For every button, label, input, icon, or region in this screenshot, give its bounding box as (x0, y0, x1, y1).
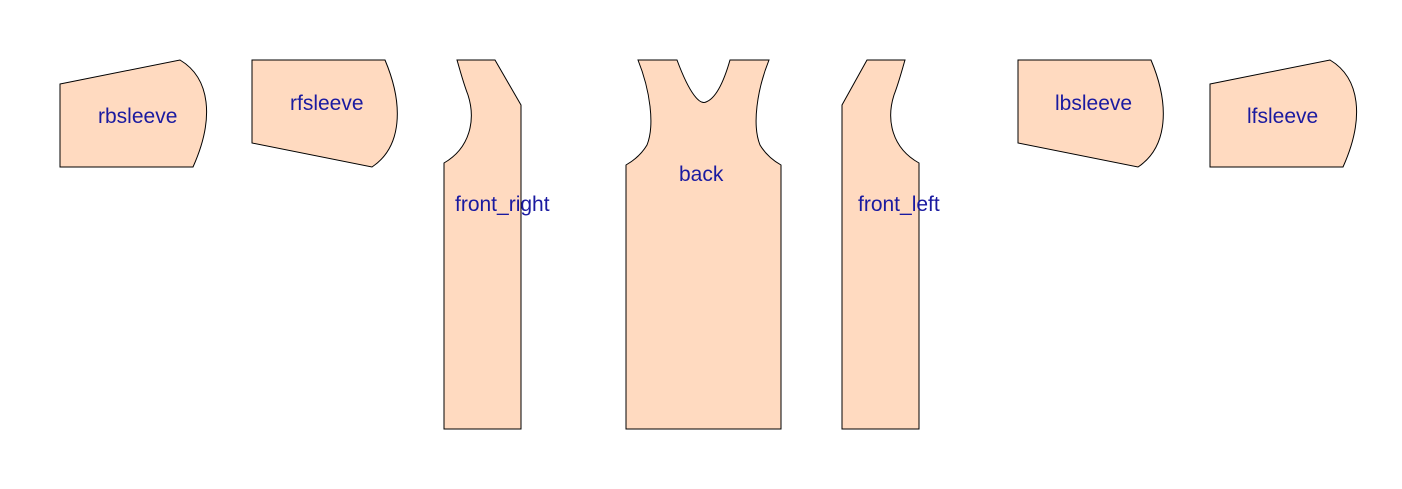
piece-lfsleeve: lfsleeve (1209, 59, 1358, 168)
piece-back-shape (625, 59, 782, 430)
piece-rbsleeve-shape (59, 59, 208, 168)
piece-lfsleeve-shape (1209, 59, 1358, 168)
piece-front-left: front_left (841, 59, 940, 430)
piece-rfsleeve-shape (251, 59, 398, 168)
piece-lbsleeve-shape (1017, 59, 1164, 168)
piece-back-label: back (679, 163, 724, 186)
piece-lbsleeve: lbsleeve (1017, 59, 1164, 168)
piece-lfsleeve-label: lfsleeve (1247, 105, 1318, 128)
piece-rbsleeve: rbsleeve (59, 59, 208, 168)
piece-front-right-label: front_right (455, 193, 550, 216)
piece-front-left-label: front_left (858, 193, 940, 216)
piece-rfsleeve: rfsleeve (251, 59, 398, 168)
piece-back: back (625, 59, 782, 430)
piece-front-right: front_right (443, 59, 550, 430)
piece-front-right-shape (443, 59, 522, 430)
piece-rfsleeve-label: rfsleeve (290, 92, 364, 115)
piece-front-left-shape (841, 59, 920, 430)
piece-rbsleeve-label: rbsleeve (98, 105, 177, 128)
piece-lbsleeve-label: lbsleeve (1055, 92, 1132, 115)
